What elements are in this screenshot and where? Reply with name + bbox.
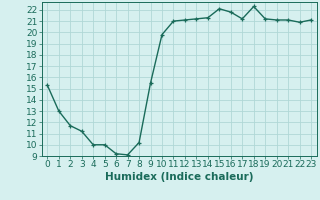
X-axis label: Humidex (Indice chaleur): Humidex (Indice chaleur) (105, 172, 253, 182)
